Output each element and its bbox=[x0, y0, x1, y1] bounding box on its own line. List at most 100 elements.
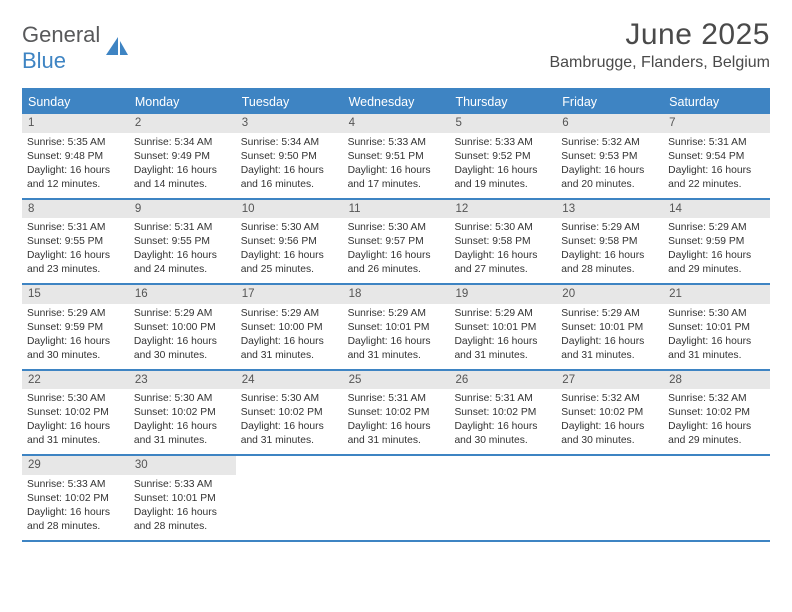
day-cell: 12Sunrise: 5:30 AMSunset: 9:58 PMDayligh… bbox=[449, 200, 556, 284]
weekday-header: Monday bbox=[129, 90, 236, 114]
day-body: Sunrise: 5:33 AMSunset: 10:01 PMDaylight… bbox=[129, 475, 236, 540]
day-body: Sunrise: 5:29 AMSunset: 10:01 PMDaylight… bbox=[556, 304, 663, 369]
daylight-text: Daylight: 16 hours and 31 minutes. bbox=[668, 335, 765, 363]
day-cell: 28Sunrise: 5:32 AMSunset: 10:02 PMDaylig… bbox=[663, 371, 770, 455]
day-body: Sunrise: 5:34 AMSunset: 9:49 PMDaylight:… bbox=[129, 133, 236, 198]
sunrise-text: Sunrise: 5:30 AM bbox=[134, 392, 231, 406]
daylight-text: Daylight: 16 hours and 20 minutes. bbox=[561, 164, 658, 192]
day-number: 12 bbox=[449, 200, 556, 219]
sunrise-text: Sunrise: 5:30 AM bbox=[454, 221, 551, 235]
header: General Blue June 2025 Bambrugge, Flande… bbox=[22, 18, 770, 74]
sunset-text: Sunset: 9:57 PM bbox=[348, 235, 445, 249]
weekday-header: Thursday bbox=[449, 90, 556, 114]
brand-top: General bbox=[22, 22, 100, 47]
sunset-text: Sunset: 10:02 PM bbox=[348, 406, 445, 420]
daylight-text: Daylight: 16 hours and 30 minutes. bbox=[561, 420, 658, 448]
sunset-text: Sunset: 9:55 PM bbox=[27, 235, 124, 249]
day-body: Sunrise: 5:31 AMSunset: 10:02 PMDaylight… bbox=[449, 389, 556, 454]
day-number: 21 bbox=[663, 285, 770, 304]
week-row: 1Sunrise: 5:35 AMSunset: 9:48 PMDaylight… bbox=[22, 114, 770, 200]
sunset-text: Sunset: 10:02 PM bbox=[134, 406, 231, 420]
day-cell: 21Sunrise: 5:30 AMSunset: 10:01 PMDaylig… bbox=[663, 285, 770, 369]
day-cell: . bbox=[449, 456, 556, 540]
daylight-text: Daylight: 16 hours and 31 minutes. bbox=[134, 420, 231, 448]
sunset-text: Sunset: 9:56 PM bbox=[241, 235, 338, 249]
day-body: Sunrise: 5:30 AMSunset: 10:02 PMDaylight… bbox=[236, 389, 343, 454]
daylight-text: Daylight: 16 hours and 31 minutes. bbox=[241, 420, 338, 448]
week-row: 8 Sunrise: 5:31 AMSunset: 9:55 PM Daylight… bbox=[22, 200, 770, 286]
day-cell: 30Sunrise: 5:33 AMSunset: 10:01 PMDaylig… bbox=[129, 456, 236, 540]
day-cell: 20Sunrise: 5:29 AMSunset: 10:01 PMDaylig… bbox=[556, 285, 663, 369]
day-cell: 13Sunrise: 5:29 AMSunset: 9:58 PMDayligh… bbox=[556, 200, 663, 284]
week-row: 29Sunrise: 5:33 AMSunset: 10:02 PMDaylig… bbox=[22, 456, 770, 542]
day-number: 24 bbox=[236, 371, 343, 390]
day-cell: 18Sunrise: 5:29 AMSunset: 10:01 PMDaylig… bbox=[343, 285, 450, 369]
daylight-text: Daylight: 16 hours and 24 minutes. bbox=[134, 249, 231, 277]
day-body: Sunrise: 5:30 AMSunset: 10:02 PMDaylight… bbox=[129, 389, 236, 454]
day-body: Sunrise: 5:31 AMSunset: 9:54 PMDaylight:… bbox=[663, 133, 770, 198]
day-number: 29 bbox=[22, 456, 129, 475]
sunset-text: Sunset: 10:01 PM bbox=[134, 492, 231, 506]
month-title: June 2025 bbox=[549, 18, 770, 52]
day-cell: . bbox=[556, 456, 663, 540]
sunrise-text: Sunrise: 5:31 AM bbox=[27, 221, 124, 235]
daylight-text: Daylight: 16 hours and 30 minutes. bbox=[27, 335, 124, 363]
day-body: Sunrise: 5:32 AMSunset: 10:02 PMDaylight… bbox=[556, 389, 663, 454]
daylight-text: Daylight: 16 hours and 31 minutes. bbox=[348, 335, 445, 363]
day-number: 8 bbox=[22, 200, 129, 219]
day-number: 19 bbox=[449, 285, 556, 304]
sunset-text: Sunset: 9:48 PM bbox=[27, 150, 124, 164]
sunset-text: Sunset: 9:59 PM bbox=[668, 235, 765, 249]
day-cell: 4Sunrise: 5:33 AMSunset: 9:51 PMDaylight… bbox=[343, 114, 450, 198]
sunrise-text: Sunrise: 5:32 AM bbox=[668, 392, 765, 406]
daylight-text: Daylight: 16 hours and 31 minutes. bbox=[27, 420, 124, 448]
day-cell: 22Sunrise: 5:30 AMSunset: 10:02 PMDaylig… bbox=[22, 371, 129, 455]
sunrise-text: Sunrise: 5:31 AM bbox=[348, 392, 445, 406]
day-number: 11 bbox=[343, 200, 450, 219]
day-number: 23 bbox=[129, 371, 236, 390]
day-number: 13 bbox=[556, 200, 663, 219]
sunrise-text: Sunrise: 5:29 AM bbox=[241, 307, 338, 321]
day-cell: . bbox=[663, 456, 770, 540]
week-row: 22Sunrise: 5:30 AMSunset: 10:02 PMDaylig… bbox=[22, 371, 770, 457]
sunset-text: Sunset: 9:54 PM bbox=[668, 150, 765, 164]
day-cell: 23Sunrise: 5:30 AMSunset: 10:02 PMDaylig… bbox=[129, 371, 236, 455]
day-cell: 10Sunrise: 5:30 AMSunset: 9:56 PMDayligh… bbox=[236, 200, 343, 284]
sunrise-text: Sunrise: 5:29 AM bbox=[454, 307, 551, 321]
day-body: Sunrise: 5:30 AMSunset: 10:01 PMDaylight… bbox=[663, 304, 770, 369]
sunrise-text: Sunrise: 5:29 AM bbox=[561, 221, 658, 235]
day-cell: 1Sunrise: 5:35 AMSunset: 9:48 PMDaylight… bbox=[22, 114, 129, 198]
sunrise-text: Sunrise: 5:29 AM bbox=[27, 307, 124, 321]
sunset-text: Sunset: 9:49 PM bbox=[134, 150, 231, 164]
day-body: Sunrise: 5:31 AMSunset: 10:02 PMDaylight… bbox=[343, 389, 450, 454]
daylight-text: Daylight: 16 hours and 30 minutes. bbox=[134, 335, 231, 363]
day-body: Sunrise: 5:30 AMSunset: 10:02 PMDaylight… bbox=[22, 389, 129, 454]
day-number: 14 bbox=[663, 200, 770, 219]
sunrise-text: Sunrise: 5:31 AM bbox=[668, 136, 765, 150]
sunset-text: Sunset: 9:51 PM bbox=[348, 150, 445, 164]
day-number: 17 bbox=[236, 285, 343, 304]
day-body: Sunrise: 5:34 AMSunset: 9:50 PMDaylight:… bbox=[236, 133, 343, 198]
sunset-text: Sunset: 9:53 PM bbox=[561, 150, 658, 164]
weekday-header: Wednesday bbox=[343, 90, 450, 114]
day-number: 25 bbox=[343, 371, 450, 390]
day-body bbox=[343, 475, 450, 533]
day-cell: 19Sunrise: 5:29 AMSunset: 10:01 PMDaylig… bbox=[449, 285, 556, 369]
sunrise-text: Sunrise: 5:31 AM bbox=[454, 392, 551, 406]
sunset-text: Sunset: 10:02 PM bbox=[454, 406, 551, 420]
location-label: Bambrugge, Flanders, Belgium bbox=[549, 54, 770, 72]
day-cell: . bbox=[343, 456, 450, 540]
day-number: 2 bbox=[129, 114, 236, 133]
day-number: 27 bbox=[556, 371, 663, 390]
brand-logo: General Blue bbox=[22, 18, 130, 74]
sunset-text: Sunset: 10:02 PM bbox=[561, 406, 658, 420]
sunset-text: Sunset: 10:02 PM bbox=[27, 492, 124, 506]
day-number: 30 bbox=[129, 456, 236, 475]
daylight-text: Daylight: 16 hours and 31 minutes. bbox=[454, 335, 551, 363]
sunset-text: Sunset: 9:50 PM bbox=[241, 150, 338, 164]
weekday-header: Tuesday bbox=[236, 90, 343, 114]
sunrise-text: Sunrise: 5:30 AM bbox=[241, 392, 338, 406]
daylight-text: Daylight: 16 hours and 12 minutes. bbox=[27, 164, 124, 192]
day-number: 18 bbox=[343, 285, 450, 304]
day-body: Sunrise: 5:30 AMSunset: 9:56 PMDaylight:… bbox=[236, 218, 343, 283]
